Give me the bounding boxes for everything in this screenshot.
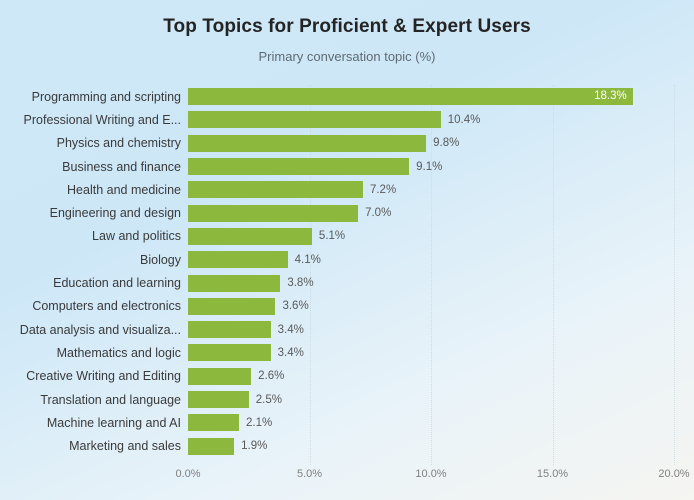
chart-subtitle: Primary conversation topic (%): [258, 49, 436, 64]
value-label: 2.1%: [246, 416, 273, 429]
bar-track: 5.1%: [188, 227, 674, 245]
gridline: [674, 85, 675, 465]
bar-row: Machine learning and AI 2.1%: [0, 411, 674, 434]
bar-row: Health and medicine 7.2%: [0, 178, 674, 201]
bar-row: Biology 4.1%: [0, 248, 674, 271]
category-label: Physics and chemistry: [56, 136, 181, 151]
category-label: Engineering and design: [49, 206, 181, 221]
bar-track: 2.5%: [188, 391, 674, 408]
category-label: Education and learning: [53, 276, 181, 291]
gridlines: [188, 85, 675, 465]
bar: [188, 111, 441, 129]
bar: [188, 134, 427, 152]
category-label: Business and finance: [62, 159, 181, 174]
bar-row: Computers and electronics 3.6%: [0, 295, 674, 318]
bar: [188, 158, 410, 176]
category-label: Programming and scripting: [31, 89, 181, 104]
bar-track: 9.8%: [188, 134, 674, 152]
value-label: 18.3%: [594, 90, 627, 103]
bar-track: 2.1%: [188, 414, 674, 432]
category-label: Computers and electronics: [32, 299, 181, 314]
bars-container: Programming and scripting 18.3% Profession…: [0, 85, 674, 458]
category-label: Machine learning and AI: [46, 415, 181, 430]
bar-track: 18.3%: [188, 88, 674, 106]
category-label: Mathematics and logic: [56, 345, 181, 360]
chart-title: Top Topics for Proficient & Expert Users: [163, 16, 531, 37]
bar-track: 3.8%: [188, 274, 674, 292]
category-label: Health and medicine: [67, 182, 181, 197]
bar-track: 9.1%: [188, 158, 674, 176]
x-axis: 0.0% 5.0% 10.0% 15.0% 20.0%: [175, 468, 689, 483]
x-axis-tick-label: 5.0%: [296, 468, 323, 480]
value-label: 3.4%: [277, 323, 304, 336]
bar: [188, 181, 363, 199]
value-label: 1.9%: [241, 440, 268, 453]
value-label: 7.0%: [365, 207, 392, 220]
bar: [188, 297, 276, 315]
bar-track: 3.4%: [188, 344, 674, 362]
bar: [188, 367, 252, 385]
gridline: [552, 85, 554, 465]
bar-row: Professional Writing and E... 10.4%: [0, 108, 674, 131]
bar-track: 2.6%: [188, 367, 674, 385]
bar-chart-plot-area: Programming and scripting 18.3% Profession…: [0, 85, 694, 485]
bar: [188, 251, 288, 269]
value-label: 9.8%: [433, 137, 460, 150]
bar-track: 3.4%: [188, 321, 674, 339]
value-label: 5.1%: [318, 230, 346, 243]
bar-track: 10.4%: [188, 111, 674, 129]
bar-row: Marketing and sales 1.9%: [0, 434, 674, 457]
value-label: 7.2%: [369, 183, 397, 196]
gridline: [309, 85, 311, 465]
bar-row: Physics and chemistry 9.8%: [0, 132, 674, 155]
bar-row: Programming and scripting 18.3%: [0, 85, 674, 108]
bar-row: Data analysis and visualiza... 3.4%: [0, 318, 674, 341]
bar-track: 7.0%: [188, 204, 674, 222]
category-label: Law and politics: [92, 229, 181, 244]
bar-row: Translation and language 2.5%: [0, 388, 674, 411]
value-label: 3.4%: [277, 346, 304, 359]
value-label: 3.8%: [287, 277, 314, 290]
bar-track: 7.2%: [188, 181, 674, 199]
bar-row: Business and finance 9.1%: [0, 155, 674, 178]
bar: [188, 227, 312, 245]
category-label: Creative Writing and Editing: [26, 369, 181, 384]
bar: [188, 414, 240, 432]
category-label: Professional Writing and E...: [23, 112, 181, 127]
bar-row: Engineering and design 7.0%: [0, 201, 674, 224]
bar-row: Law and politics 5.1%: [0, 225, 674, 248]
value-label: 2.5%: [255, 393, 282, 406]
bar-track: 1.9%: [188, 437, 674, 455]
value-label: 4.1%: [294, 253, 321, 266]
x-axis-tick-label: 0.0%: [175, 468, 201, 480]
bar: [188, 274, 281, 292]
category-label: Translation and language: [40, 392, 181, 407]
x-axis-tick-label: 15.0%: [536, 468, 569, 480]
bar: [188, 344, 271, 362]
category-label: Biology: [140, 252, 181, 267]
bar: [188, 204, 359, 222]
x-axis-tick-label: 20.0%: [658, 468, 690, 480]
chart-header: Top Topics for Proficient & Expert Users…: [0, 14, 694, 65]
bar-track: 4.1%: [188, 251, 674, 269]
category-label: Marketing and sales: [69, 439, 181, 454]
gridline: [431, 85, 432, 465]
bar: [188, 321, 271, 339]
value-label: 9.1%: [416, 160, 443, 173]
value-label: 10.4%: [447, 113, 481, 126]
category-label: Data analysis and visualiza...: [19, 322, 181, 337]
bar: 18.3%: [188, 88, 633, 106]
bar: [188, 391, 249, 408]
bar-row: Creative Writing and Editing 2.6%: [0, 365, 674, 388]
value-label: 2.6%: [258, 370, 285, 383]
bar-row: Mathematics and logic 3.4%: [0, 341, 674, 364]
bar-row: Education and learning 3.8%: [0, 271, 674, 294]
bar: [188, 437, 235, 455]
bar-track: 3.6%: [188, 297, 674, 315]
value-label: 3.6%: [282, 300, 309, 313]
x-axis-tick-label: 10.0%: [415, 468, 447, 480]
